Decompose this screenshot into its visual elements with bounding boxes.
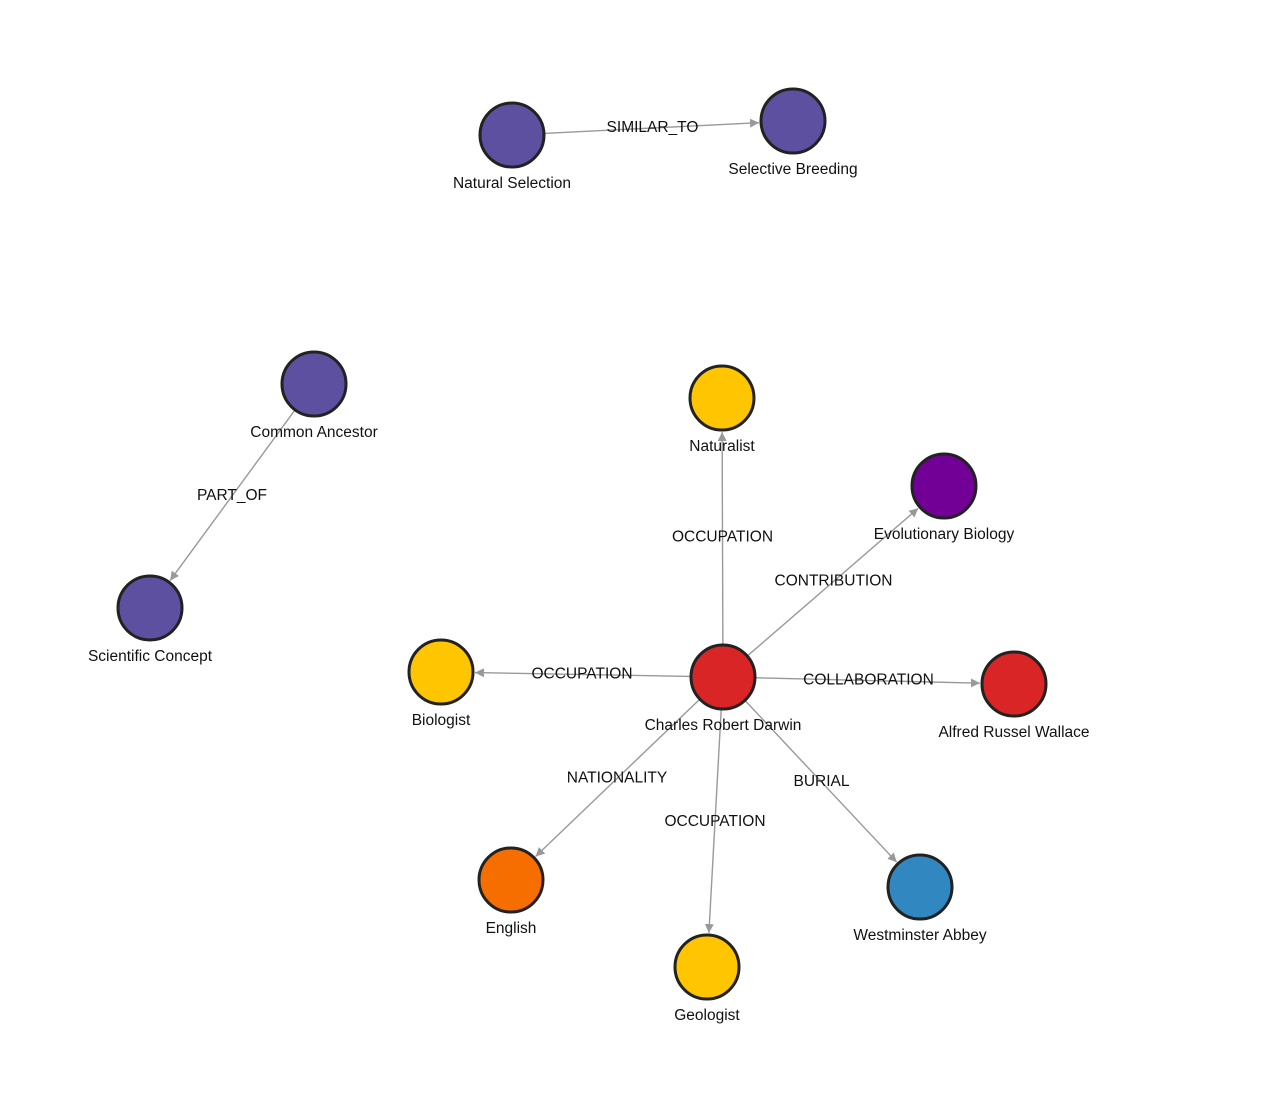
node-label: English: [486, 920, 537, 937]
edge-label: OCCUPATION: [664, 813, 765, 830]
edge-label: OCCUPATION: [672, 529, 773, 546]
edge-label: BURIAL: [794, 773, 850, 790]
node-group[interactable]: Alfred Russel Wallace: [938, 650, 1090, 741]
node[interactable]: [759, 87, 827, 155]
node-group[interactable]: Selective Breeding: [728, 87, 858, 178]
edge: [535, 698, 701, 857]
node[interactable]: [886, 853, 954, 921]
edge-label: COLLABORATION: [803, 672, 934, 689]
node-group[interactable]: Common Ancestor: [250, 350, 378, 441]
edge-label: PART_OF: [197, 487, 267, 504]
edge: [717, 431, 727, 646]
node-group[interactable]: Scientific Concept: [88, 574, 213, 665]
edge-group: BURIAL: [744, 699, 898, 863]
node[interactable]: [116, 574, 184, 642]
node[interactable]: [688, 364, 756, 432]
node-label: Alfred Russel Wallace: [938, 724, 1089, 741]
node[interactable]: [980, 650, 1048, 718]
edge-label: CONTRIBUTION: [775, 573, 893, 590]
node[interactable]: [477, 846, 545, 914]
edge: [704, 708, 722, 934]
edge: [746, 507, 919, 657]
node-group[interactable]: Geologist: [673, 933, 741, 1024]
node-label: Biologist: [412, 712, 471, 729]
node-group[interactable]: Evolutionary Biology: [874, 452, 1015, 543]
node-label: Naturalist: [689, 438, 755, 455]
node[interactable]: [689, 643, 757, 711]
node[interactable]: [407, 638, 475, 706]
node-label: Scientific Concept: [88, 648, 213, 665]
node-label: Westminster Abbey: [853, 927, 986, 944]
edge-group: PART_OF: [169, 409, 296, 581]
edge: [169, 409, 296, 581]
edge: [474, 668, 692, 678]
node-label: Common Ancestor: [250, 424, 378, 441]
node-group[interactable]: Charles Robert Darwin: [645, 643, 802, 734]
edge: [754, 677, 981, 688]
node[interactable]: [478, 101, 546, 169]
node-label: Selective Breeding: [728, 161, 857, 178]
node-label: Natural Selection: [453, 175, 571, 192]
node-label: Evolutionary Biology: [874, 526, 1015, 543]
node-group[interactable]: Natural Selection: [453, 101, 571, 192]
edge: [744, 699, 898, 863]
edge-group: SIMILAR_TO: [543, 118, 760, 136]
edges: SIMILAR_TO PART_OF OCCUPATION CONTRIBUTION O…: [169, 118, 981, 934]
edge-group: COLLABORATION: [754, 672, 981, 689]
edge-group: OCCUPATION: [672, 431, 773, 646]
node[interactable]: [673, 933, 741, 1001]
edge-label: NATIONALITY: [567, 770, 667, 787]
node-group[interactable]: Naturalist: [688, 364, 756, 455]
edge-label: SIMILAR_TO: [607, 119, 699, 136]
node-group[interactable]: English: [477, 846, 545, 937]
edge: [543, 118, 760, 135]
node-group[interactable]: Biologist: [407, 638, 475, 729]
node[interactable]: [280, 350, 348, 418]
edge-group: NATIONALITY: [535, 698, 701, 857]
node[interactable]: [910, 452, 978, 520]
nodes: Natural Selection Selective Breeding Commo…: [88, 87, 1090, 1024]
node-group[interactable]: Westminster Abbey: [853, 853, 987, 944]
node-label: Charles Robert Darwin: [645, 717, 802, 734]
node-label: Geologist: [674, 1007, 740, 1024]
edge-label: OCCUPATION: [531, 666, 632, 683]
edge-group: OCCUPATION: [664, 708, 766, 934]
edge-group: OCCUPATION: [474, 666, 692, 683]
edge-group: CONTRIBUTION: [746, 507, 919, 657]
